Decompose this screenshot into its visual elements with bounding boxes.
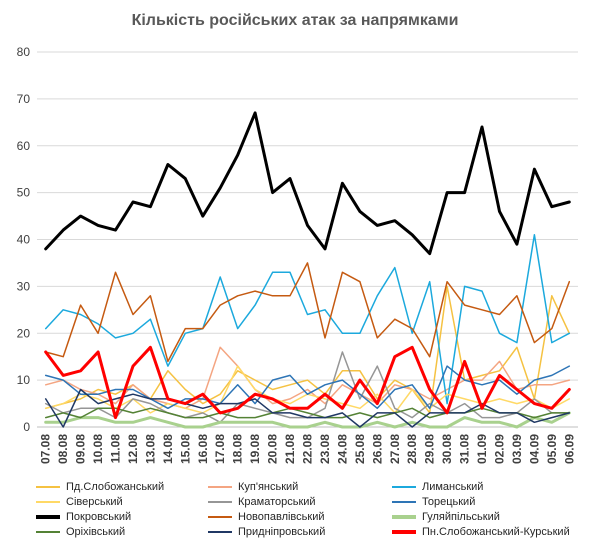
x-tick-label: 18.08 (231, 434, 245, 464)
legend-swatch (36, 531, 60, 533)
legend-swatch (208, 531, 232, 533)
legend-swatch (392, 515, 416, 519)
legend-swatch (392, 501, 416, 503)
y-tick-label: 70 (17, 92, 31, 106)
y-tick-label: 60 (17, 139, 31, 153)
x-tick-label: 21.08 (283, 434, 297, 464)
legend-swatch (36, 501, 60, 503)
x-tick-label: 09.08 (74, 434, 88, 464)
x-tick-label: 22.08 (301, 434, 315, 464)
legend-label: Краматорський (238, 496, 316, 508)
x-tick-label: 13.08 (143, 434, 157, 464)
legend-item: Оріхівський (36, 525, 125, 539)
legend-swatch (392, 486, 416, 488)
x-tick-label: 29.08 (423, 434, 437, 464)
x-tick-label: 10.08 (91, 434, 105, 464)
legend-item: Краматорський (208, 495, 316, 509)
chart-title: Кількість російських атак за напрямками (131, 12, 459, 29)
legend-item: Лиманський (392, 480, 483, 494)
legend-label: Оріхівський (66, 526, 126, 538)
x-tick-label: 08.08 (56, 434, 70, 464)
legend-label: Покровський (66, 511, 132, 523)
x-tick-label: 16.08 (196, 434, 210, 464)
legend-swatch (208, 516, 232, 518)
series-line-5 (44, 365, 571, 410)
x-tick-label: 26.08 (370, 434, 384, 464)
y-tick-label: 80 (17, 45, 31, 59)
y-tick-label: 30 (17, 279, 31, 293)
x-tick-label: 27.08 (388, 434, 402, 464)
legend-item: Торецький (392, 495, 475, 509)
x-tick-label: 06.09 (562, 434, 576, 464)
x-tick-label: 12.08 (126, 434, 140, 464)
y-tick-label: 10 (17, 373, 31, 387)
y-tick-label: 20 (17, 326, 31, 340)
plot-area: 0 10 20 30 40 50 60 70 80 07.08 08.08 09.08 10.08 11.… (17, 45, 578, 464)
legend-item: Гуляйпільський (392, 510, 500, 524)
legend-item: Новопавлівський (208, 510, 324, 524)
legend-item: Пд.Слобожанський (36, 480, 164, 494)
legend-swatch (36, 515, 60, 519)
legend-swatch (36, 486, 60, 488)
x-tick-label: 25.08 (353, 434, 367, 464)
x-tick-label: 11.08 (109, 434, 123, 464)
x-tick-label: 14.08 (161, 434, 175, 464)
legend-label: Придніпровський (238, 526, 326, 538)
x-tick-label: 07.08 (39, 434, 53, 464)
x-tick-label: 30.08 (440, 434, 454, 464)
x-tick-label: 20.08 (266, 434, 280, 464)
legend-label: Лиманський (422, 481, 484, 493)
series-line-2 (44, 234, 571, 405)
y-tick-label: 50 (17, 186, 31, 200)
x-tick-label: 17.08 (213, 434, 227, 464)
x-tick-label: 01.09 (475, 434, 489, 464)
series-line-8 (44, 411, 571, 429)
y-tick-label: 0 (23, 420, 30, 434)
x-tick-label: 31.08 (458, 434, 472, 464)
legend: Пд.Слобожанський Куп'янський Лиманський Сів… (0, 477, 590, 540)
legend-swatch (208, 486, 232, 488)
legend-label: Гуляйпільський (422, 511, 500, 523)
legend-label: Пн.Слобожанський-Курський (422, 526, 570, 538)
series-line-1 (44, 346, 571, 410)
legend-item: Сіверський (36, 495, 123, 509)
legend-item: Пн.Слобожанський-Курський (392, 525, 570, 539)
legend-swatch (208, 501, 232, 503)
series-line-11 (44, 345, 571, 420)
x-tick-label: 23.08 (318, 434, 332, 464)
legend-item: Придніпровський (208, 525, 325, 539)
series-line-4 (44, 351, 571, 424)
x-tick-label: 15.08 (178, 434, 192, 464)
x-tick-label: 28.08 (405, 434, 419, 464)
legend-item: Куп'янський (208, 480, 298, 494)
y-tick-label: 40 (17, 233, 31, 247)
legend-label: Новопавлівський (238, 511, 325, 523)
legend-item: Покровський (36, 510, 131, 524)
x-tick-label: 03.09 (510, 434, 524, 464)
legend-label: Сіверський (66, 496, 123, 508)
legend-label: Пд.Слобожанський (66, 481, 165, 493)
legend-label: Торецький (422, 496, 476, 508)
series-line-7 (44, 262, 571, 363)
legend-swatch (392, 530, 416, 534)
series-line-6 (44, 111, 571, 256)
x-tick-label: 19.08 (248, 434, 262, 464)
x-tick-label: 04.09 (527, 434, 541, 464)
x-tick-label: 24.08 (335, 434, 349, 464)
x-tick-label: 05.09 (545, 434, 559, 464)
x-tick-label: 02.09 (492, 434, 506, 464)
series-line-10 (44, 388, 571, 428)
legend-label: Куп'янський (238, 481, 299, 493)
